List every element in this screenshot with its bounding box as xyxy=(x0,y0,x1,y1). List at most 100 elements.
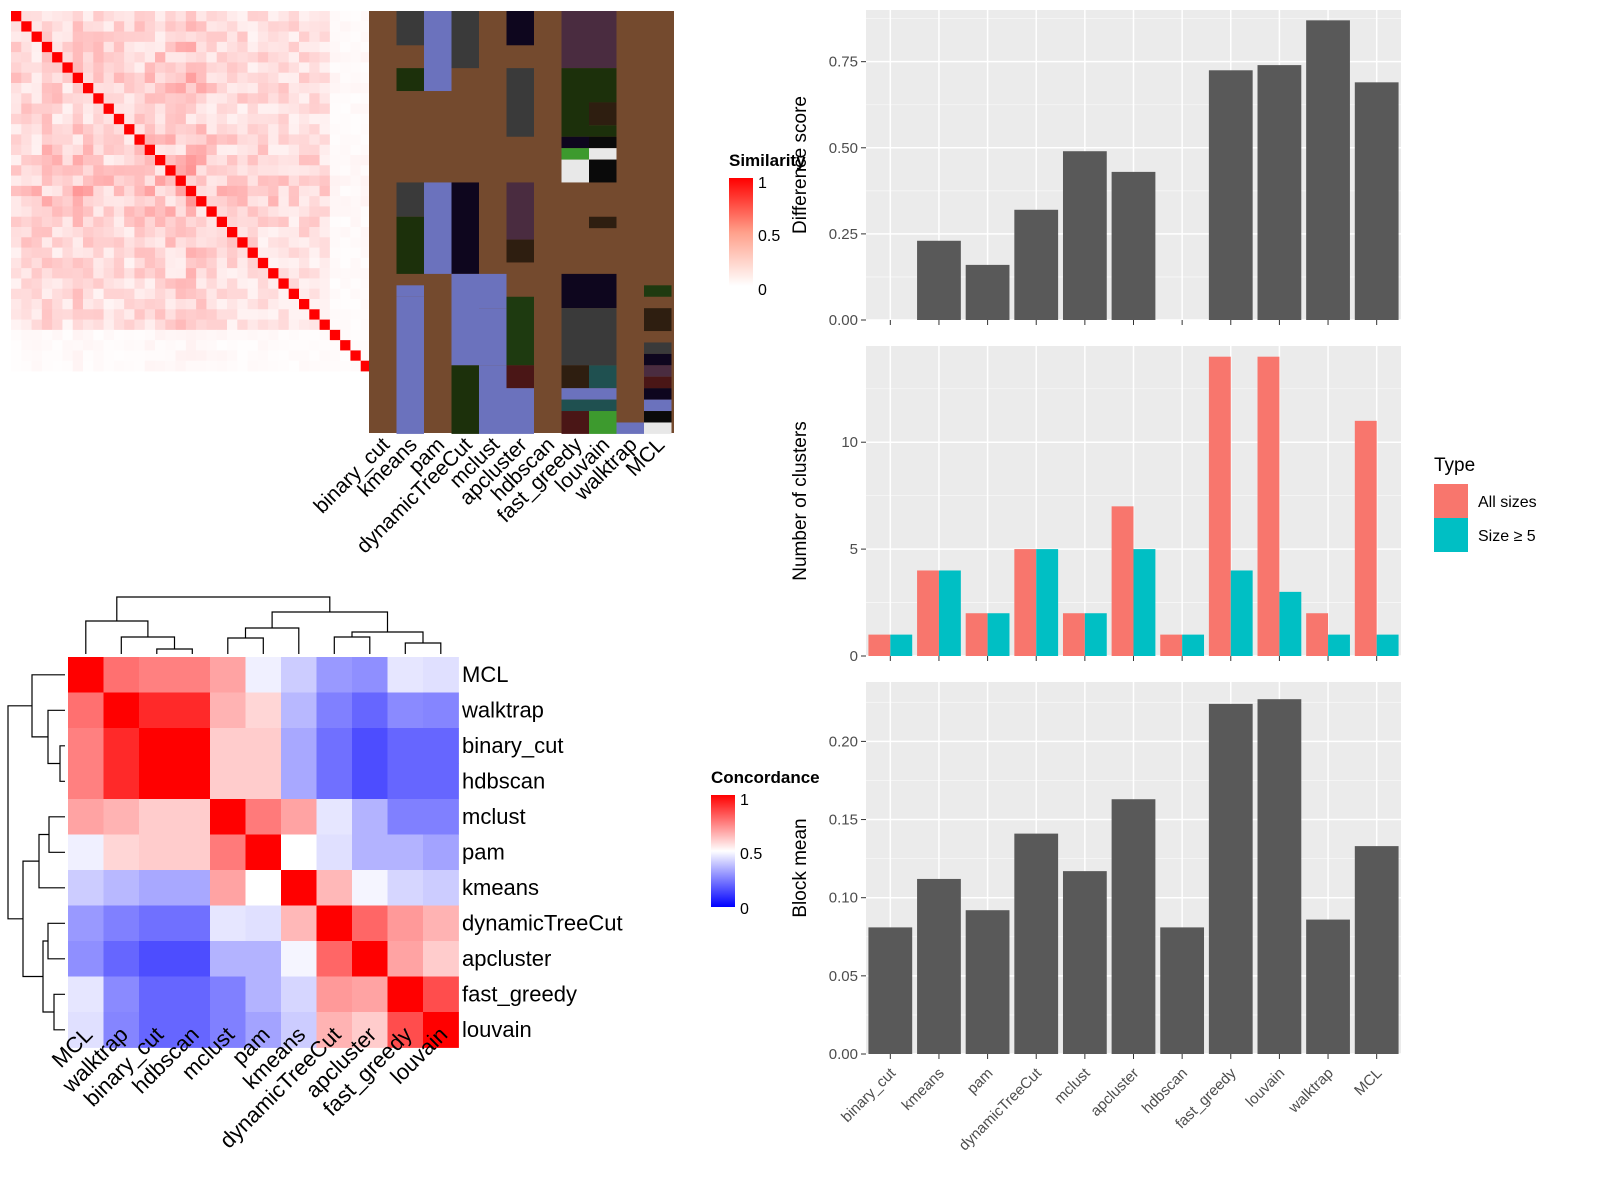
similarity-cell xyxy=(360,83,372,94)
similarity-cell xyxy=(216,237,228,248)
similarity-cell xyxy=(299,52,310,63)
similarity-cell xyxy=(62,113,74,125)
similarity-cell xyxy=(185,124,197,135)
concordance-cell xyxy=(174,728,211,764)
similarity-cell xyxy=(206,41,218,53)
concordance-cell xyxy=(387,941,424,977)
similarity-cell xyxy=(299,278,310,290)
similarity-cell xyxy=(227,134,238,146)
similarity-cell xyxy=(216,288,228,300)
similarity-cell xyxy=(350,268,362,279)
similarity-cell xyxy=(360,257,372,269)
concordance-cell xyxy=(174,941,211,977)
similarity-cell xyxy=(206,93,218,104)
similarity-cell xyxy=(350,237,362,248)
similarity-cell xyxy=(299,134,310,146)
similarity-cell xyxy=(309,288,320,300)
similarity-cell xyxy=(72,237,84,248)
similarity-cell xyxy=(103,72,115,84)
concordance-cell xyxy=(316,976,353,1013)
similarity-cell xyxy=(83,185,94,197)
bar xyxy=(1257,65,1302,320)
similarity-cell xyxy=(93,11,104,22)
similarity-cell xyxy=(41,227,53,238)
similarity-cell xyxy=(309,299,320,310)
concordance-cell xyxy=(281,728,317,764)
similarity-cell xyxy=(350,124,362,135)
similarity-cell xyxy=(21,165,32,176)
similarity-cell xyxy=(257,288,269,300)
assignment-block xyxy=(506,239,534,263)
similarity-cell xyxy=(41,257,53,269)
concordance-cell xyxy=(174,799,211,835)
similarity-cell xyxy=(41,52,53,63)
similarity-cell xyxy=(309,319,320,331)
similarity-cell xyxy=(83,83,94,94)
similarity-cell xyxy=(31,278,43,290)
assignment-block xyxy=(589,216,617,229)
concordance-cell xyxy=(387,834,424,871)
concordance-cell xyxy=(103,657,140,693)
similarity-cell xyxy=(350,196,362,207)
similarity-cell xyxy=(360,196,372,207)
similarity-cell xyxy=(93,227,104,238)
concordance-cell xyxy=(68,834,104,871)
assignment-block xyxy=(589,136,617,149)
similarity-cell xyxy=(319,227,331,238)
similarity-cell xyxy=(83,175,94,187)
similarity-cell xyxy=(144,360,156,372)
similarity-cell xyxy=(72,144,84,156)
concordance-cell xyxy=(139,905,175,942)
similarity-cell xyxy=(11,227,22,238)
similarity-cell xyxy=(237,329,248,341)
similarity-cell xyxy=(83,329,94,341)
similarity-cell xyxy=(216,216,228,228)
similarity-cell xyxy=(124,72,135,84)
similarity-cell xyxy=(93,175,104,187)
similarity-cell xyxy=(309,340,320,351)
concordance-cell xyxy=(387,657,424,693)
similarity-cell xyxy=(144,41,156,53)
similarity-cell xyxy=(350,299,362,310)
similarity-cell xyxy=(175,360,187,372)
assignment-block xyxy=(506,296,534,366)
similarity-cell xyxy=(247,11,259,22)
similarity-cell xyxy=(62,340,74,351)
concordance-cell xyxy=(210,1012,246,1048)
similarity-cell xyxy=(144,319,156,331)
similarity-cell xyxy=(268,206,279,218)
similarity-cell xyxy=(11,206,22,218)
similarity-cell xyxy=(299,93,310,104)
bar-size-ge-5 xyxy=(1279,591,1302,656)
similarity-cell xyxy=(237,247,248,259)
similarity-cell xyxy=(21,144,32,156)
similarity-cell xyxy=(216,185,228,197)
similarity-cell xyxy=(257,185,269,197)
similarity-cell xyxy=(103,340,115,351)
similarity-cell xyxy=(175,216,187,228)
similarity-cell xyxy=(41,247,53,259)
similarity-cell xyxy=(268,288,279,300)
assignment-block xyxy=(644,342,672,354)
similarity-cell xyxy=(319,329,331,341)
similarity-cell xyxy=(62,124,74,135)
similarity-cell xyxy=(21,247,32,259)
similarity-cell xyxy=(288,278,300,290)
similarity-cell xyxy=(113,155,125,166)
similarity-cell xyxy=(278,155,290,166)
assignment-block xyxy=(589,399,617,412)
similarity-cell xyxy=(41,175,53,187)
similarity-cell xyxy=(113,144,125,156)
assignment-block xyxy=(506,68,534,137)
concordance-cell xyxy=(103,870,140,906)
similarity-cell xyxy=(124,134,135,146)
concordance-cell xyxy=(68,799,104,835)
similarity-cell xyxy=(247,31,259,43)
similarity-cell xyxy=(268,72,279,84)
similarity-cell xyxy=(21,299,32,310)
similarity-cell xyxy=(134,11,146,22)
assignment-block xyxy=(561,11,589,69)
similarity-cell xyxy=(227,113,238,125)
similarity-cell xyxy=(113,52,125,63)
similarity-cell xyxy=(196,278,207,290)
